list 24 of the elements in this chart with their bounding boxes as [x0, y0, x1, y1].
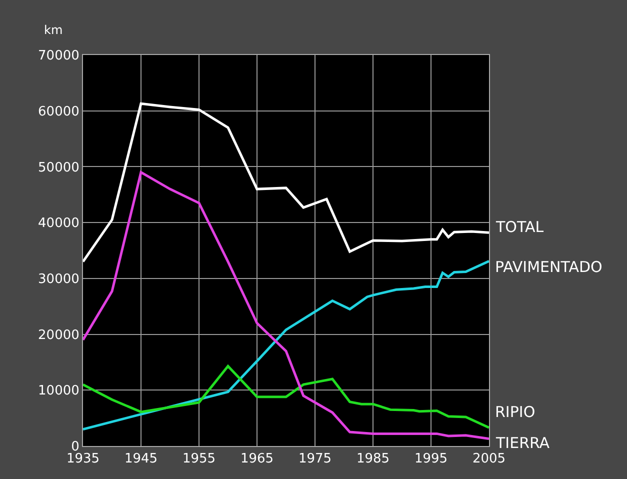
x-tick-label: 1965 [240, 452, 274, 467]
line-series [83, 364, 489, 429]
series-label: RIPIO [495, 403, 536, 421]
x-tick-label: 1995 [414, 452, 448, 467]
y-tick-label: 10000 [38, 384, 80, 399]
x-tick-label: 1985 [356, 452, 390, 467]
y-tick-label: 50000 [38, 160, 80, 176]
x-tick-label: 2005 [472, 452, 506, 467]
series-label: PAVIMENTADO [495, 258, 602, 276]
series-label: TOTAL [495, 218, 544, 236]
y-tick-label: 70000 [38, 48, 80, 64]
x-tick-label: 1955 [182, 452, 216, 467]
y-tick-label: 20000 [38, 328, 80, 343]
y-axis-title: km [44, 23, 63, 37]
line-series [83, 102, 489, 263]
y-tick-label: 30000 [38, 272, 80, 287]
series-label: TIERRA [495, 434, 550, 452]
y-tick-label: 40000 [38, 216, 80, 232]
x-tick-label: 1935 [66, 452, 100, 467]
x-tick-label: 1945 [124, 452, 158, 467]
line-series [83, 260, 489, 430]
line-series [83, 171, 489, 440]
y-tick-label: 60000 [38, 104, 80, 120]
x-tick-label: 1975 [298, 452, 332, 467]
